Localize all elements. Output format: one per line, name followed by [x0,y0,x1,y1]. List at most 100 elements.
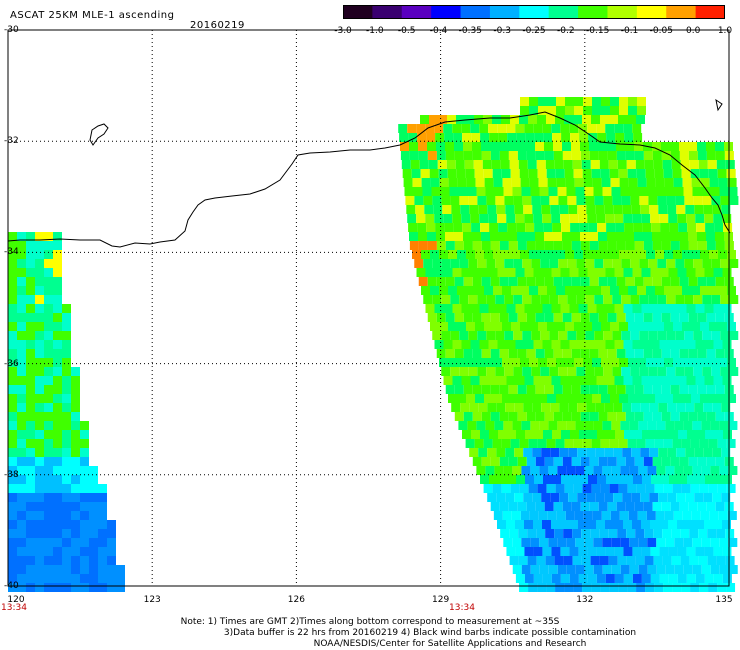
swath-pixel [481,277,491,286]
swath-pixel [588,430,597,439]
swath-pixel [643,232,652,241]
swath-pixel [551,520,560,529]
swath-pixel [553,412,563,421]
swath-pixel [659,520,668,529]
swath-pixel [17,268,26,277]
swath-pixel [559,403,569,412]
swath-pixel [53,385,62,394]
swath-pixel [646,178,656,187]
swath-pixel [538,511,548,520]
swath-pixel [53,493,62,502]
swath-pixel [577,403,587,412]
swath-pixel [526,241,536,250]
swath-pixel [616,313,626,322]
swath-pixel [490,232,499,241]
swath-pixel [35,502,44,511]
swath-pixel [695,340,705,349]
swath-pixel [489,475,498,484]
swath-pixel [538,394,547,403]
latitude-label: -36 [4,358,19,369]
swath-pixel [610,511,620,520]
swath-pixel [407,214,417,223]
swath-pixel [618,169,628,178]
swath-pixel [530,565,540,574]
swath-pixel [589,142,598,151]
swath-pixel [692,421,702,430]
swath-pixel [621,331,631,340]
swath-pixel [612,331,622,340]
swath-pixel [613,403,623,412]
swath-pixel [710,421,720,430]
swath-pixel [679,349,689,358]
swath-pixel [491,160,501,169]
swath-pixel [489,133,499,142]
swath-pixel [8,259,17,268]
swath-pixel [529,250,538,259]
swath-pixel [62,394,71,403]
swath-pixel [573,169,583,178]
swath-pixel [719,421,729,430]
swath-pixel [545,556,555,565]
swath-pixel [71,421,80,430]
swath-pixel [421,250,430,259]
swath-pixel [569,214,579,223]
swath-pixel [566,466,576,475]
swath-pixel [598,349,608,358]
swath-pixel [661,313,671,322]
swath-pixel [670,412,680,421]
swath-pixel [524,304,534,313]
swath-pixel [459,295,469,304]
swath-pixel [424,205,434,214]
swath-pixel [680,529,690,538]
swath-pixel [682,286,691,295]
swath-pixel [540,295,550,304]
swath-pixel [662,556,672,565]
swath-pixel [71,547,80,556]
swath-pixel [682,511,692,520]
swath-pixel [643,412,653,421]
swath-pixel [459,331,469,340]
longitude-label: 120 [7,595,25,605]
longitude-label: 132 [576,595,594,605]
swath-pixel [672,439,682,448]
swath-pixel [661,232,670,241]
swath-pixel [694,403,704,412]
swath-pixel [8,349,17,358]
swath-pixel [685,493,695,502]
swath-pixel [35,520,44,529]
swath-pixel [486,259,496,268]
swath-pixel [651,223,661,232]
swath-pixel [544,142,553,151]
colorbar-tick-label: -3.0 [334,26,352,36]
swath-pixel [472,151,482,160]
swath-pixel [484,358,493,367]
swath-pixel [407,124,417,133]
swath-pixel [89,466,98,475]
swath-pixel [654,583,664,592]
swath-pixel [62,466,71,475]
swath-pixel [507,223,517,232]
swath-pixel [53,259,62,268]
swath-pixel [610,106,619,115]
swath-pixel [467,421,477,430]
swath-pixel [71,448,80,457]
colorbar-segment [489,5,520,19]
swath-pixel [525,430,534,439]
swath-pixel [461,376,471,385]
swath-pixel [561,133,571,142]
swath-pixel [506,376,516,385]
swath-pixel [588,133,598,142]
swath-pixel [26,304,35,313]
swath-pixel [35,493,44,502]
swath-pixel [601,286,610,295]
swath-pixel [17,259,26,268]
swath-pixel [497,268,507,277]
swath-pixel [583,394,592,403]
swath-pixel [586,205,596,214]
swath-pixel [585,367,595,376]
swath-pixel [544,313,554,322]
swath-pixel [560,574,570,583]
swath-pixel [71,475,80,484]
swath-pixel [718,394,727,403]
swath-pixel [692,187,702,196]
